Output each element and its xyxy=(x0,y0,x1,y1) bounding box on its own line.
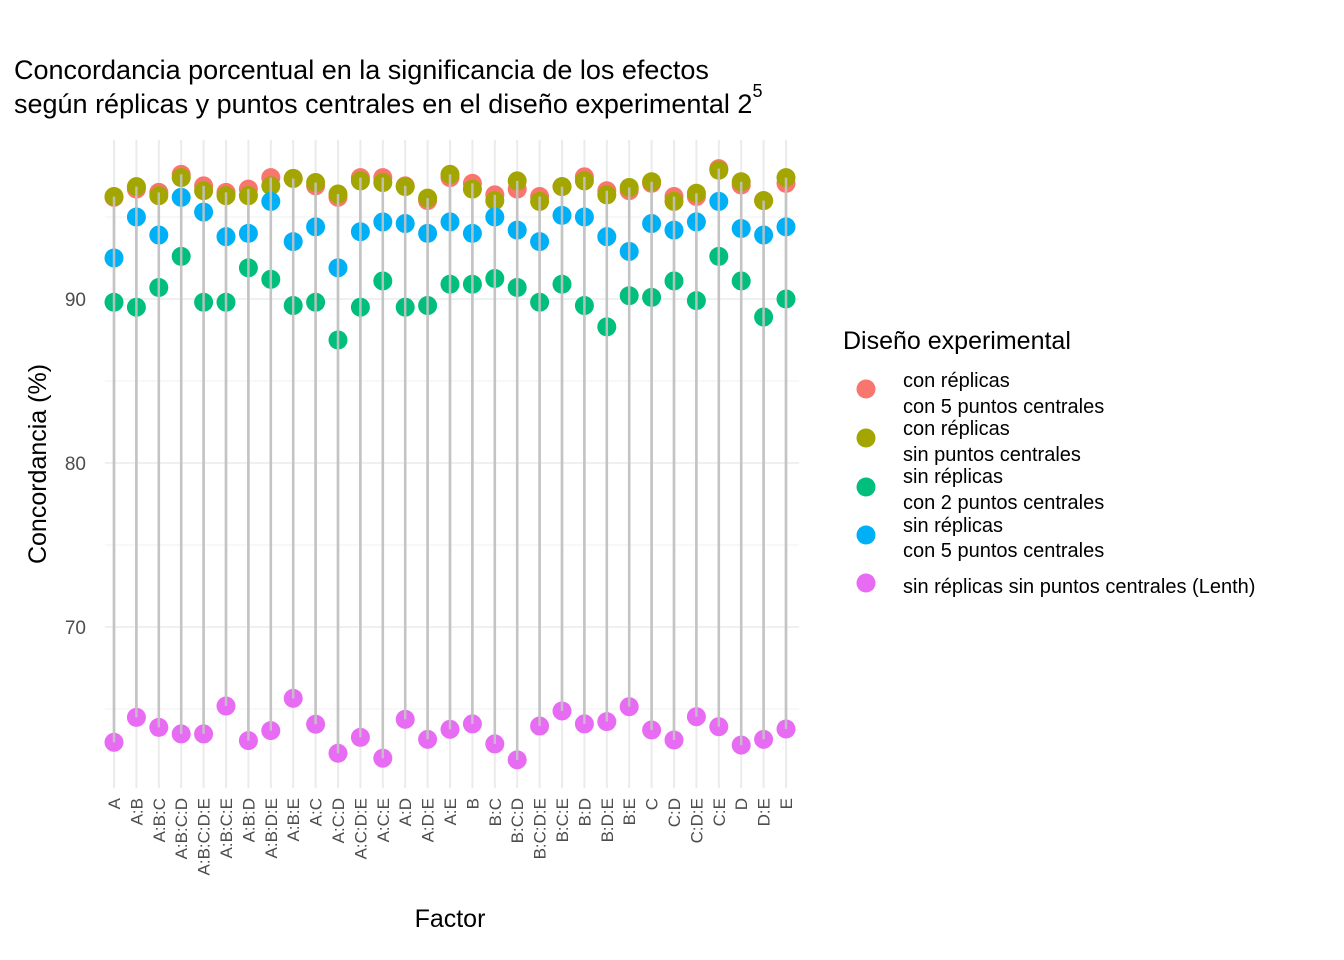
x-tick-label: D:E xyxy=(755,798,774,826)
x-axis-title: Factor xyxy=(415,905,486,933)
legend-key xyxy=(856,477,876,497)
y-tick-label: 70 xyxy=(65,618,86,639)
legend-item: sin réplicas con 5 puntos centrales xyxy=(856,515,1104,562)
x-axis-ticks: A A:B A:B:C A:B:C:D A:B:C:D:E A:B:C:E A:B:D A:B… xyxy=(105,797,796,875)
legend-item: sin réplicas con 2 puntos centrales xyxy=(856,466,1104,514)
data-points xyxy=(104,159,796,770)
x-tick-label: A:B:C xyxy=(150,798,169,842)
x-tick-label: A:B:C:D:E xyxy=(195,798,214,875)
x-tick-label: A:B:C:D xyxy=(172,798,191,859)
x-tick-label: B:C:E xyxy=(553,798,572,842)
x-tick-label: A:D xyxy=(396,798,415,826)
legend-title: Diseño experimental xyxy=(843,327,1071,355)
x-tick-label: A:C:D:E xyxy=(351,798,370,859)
x-tick-label: C xyxy=(643,798,662,810)
y-axis-ticks: 70 80 90 xyxy=(65,290,86,639)
x-tick-label: A:B xyxy=(127,798,146,825)
x-tick-label: A:B:D xyxy=(239,798,258,842)
x-tick-label: B:C xyxy=(486,798,505,826)
legend-label: sin réplicas xyxy=(903,466,1003,488)
x-tick-label: A:B:D:E xyxy=(262,798,281,858)
legend-label: con 5 puntos centrales xyxy=(903,540,1104,562)
plot-panel xyxy=(105,140,799,788)
x-tick-label: A:C:D xyxy=(329,798,348,843)
legend-item: con réplicas sin puntos centrales xyxy=(856,418,1081,466)
y-tick-label: 90 xyxy=(65,290,86,311)
legend-key xyxy=(856,573,876,593)
x-tick-label: C:E xyxy=(710,798,729,826)
x-tick-label: A:D:E xyxy=(419,798,438,842)
x-tick-label: A xyxy=(105,797,124,809)
y-axis-title: Concordancia (%) xyxy=(24,364,52,564)
x-tick-label: C:D:E xyxy=(687,798,706,843)
x-tick-label: B:C:D xyxy=(508,798,527,843)
x-tick-label: D xyxy=(732,798,751,810)
x-tick-label: B:E xyxy=(620,798,639,825)
legend-key xyxy=(856,379,876,399)
x-tick-label: E xyxy=(777,798,796,809)
x-tick-label: A:C xyxy=(307,798,326,826)
legend-label: sin réplicas sin puntos centrales (Lenth… xyxy=(903,576,1255,598)
chart-title-line-1: Concordancia porcentual en la significan… xyxy=(14,55,709,85)
legend-label: con 2 puntos centrales xyxy=(903,492,1104,514)
legend-item: sin réplicas sin puntos centrales (Lenth… xyxy=(856,573,1255,598)
legend-label: sin puntos centrales xyxy=(903,444,1081,466)
x-tick-label: A:E xyxy=(441,798,460,825)
x-tick-label: B xyxy=(463,798,482,809)
chart-title-line-2-text: según réplicas y puntos centrales en el … xyxy=(14,89,752,119)
x-tick-label: B:C:D:E xyxy=(531,798,550,859)
chart-title-superscript: 5 xyxy=(752,81,762,101)
legend-label: con réplicas xyxy=(903,418,1010,440)
legend-key xyxy=(856,525,876,545)
chart-title: Concordancia porcentual en la significan… xyxy=(14,55,762,119)
chart-title-line-2: según réplicas y puntos centrales en el … xyxy=(14,81,762,119)
x-tick-label: B:D:E xyxy=(598,798,617,842)
legend-item: con réplicas con 5 puntos centrales xyxy=(856,370,1104,418)
x-tick-label: B:D xyxy=(575,798,594,826)
x-tick-label: A:B:E xyxy=(284,798,303,841)
y-tick-label: 80 xyxy=(65,454,86,475)
x-tick-label: A:C:E xyxy=(374,798,393,842)
legend-label: sin réplicas xyxy=(903,515,1003,537)
legend-label: con réplicas xyxy=(903,370,1010,392)
legend-key xyxy=(856,428,876,448)
x-tick-label: A:B:C:E xyxy=(217,798,236,858)
x-tick-label: C:D xyxy=(665,798,684,827)
legend-label: con 5 puntos centrales xyxy=(903,396,1104,418)
